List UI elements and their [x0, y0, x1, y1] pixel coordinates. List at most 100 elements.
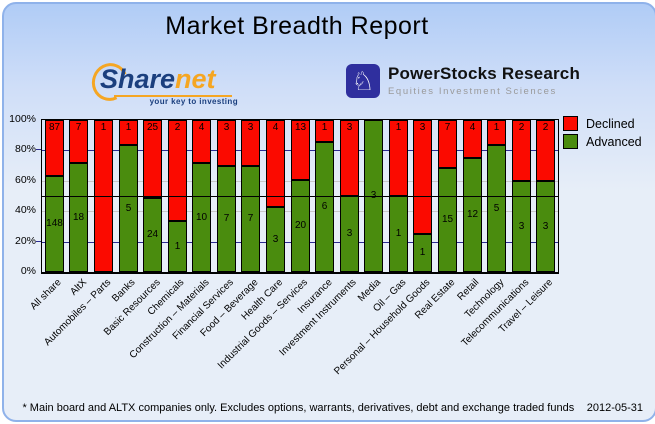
legend-item-declined: Declined — [563, 116, 642, 131]
advanced-value-label: 10 — [195, 211, 208, 223]
bar-basic-resources: 25 24 — [143, 120, 162, 272]
declined-segment — [315, 120, 334, 142]
advanced-value-label: 7 — [247, 213, 254, 224]
declined-value-label: 7 — [444, 122, 451, 133]
declined-segment — [389, 120, 408, 196]
advanced-segment — [315, 142, 334, 272]
advanced-value-label: 3 — [346, 228, 353, 239]
declined-value-label: 87 — [48, 122, 61, 133]
declined-value-label: 1 — [395, 122, 402, 133]
market-breadth-chart: 87 148 7 18 1 1 5 25 24 2 1 4 10 3 7 3 7 4 3 13 20 1 6 3 3 3 1 1 3 1 7… — [4, 4, 655, 420]
legend-label-advanced: Advanced — [586, 134, 642, 149]
declined-segment — [217, 120, 236, 166]
advanced-segment — [143, 198, 162, 272]
declined-segment — [536, 120, 555, 181]
declined-value-label: 1 — [493, 122, 500, 133]
advanced-value-label: 3 — [272, 233, 279, 245]
bar-construction-materials: 4 10 — [192, 120, 211, 272]
plot-area: 87 148 7 18 1 1 5 25 24 2 1 4 10 3 7 3 7 4 3 13 20 1 6 3 3 3 1 1 3 1 7… — [41, 119, 559, 274]
advanced-segment — [438, 168, 457, 272]
bar-altx: 7 18 — [69, 120, 88, 272]
declined-segment — [266, 120, 285, 207]
footer-note: * Main board and ALTX companies only. Ex… — [22, 402, 575, 414]
y-axis-label: 60% — [14, 173, 36, 186]
advanced-segment — [241, 166, 260, 272]
y-axis-label: 80% — [14, 143, 36, 156]
sharenet-underline — [114, 95, 232, 97]
declined-value-label: 4 — [272, 122, 279, 133]
footer-date: 2012-05-31 — [586, 402, 643, 414]
powerstocks-logo: ♘ PowerStocks Research Equities Investme… — [346, 64, 580, 104]
y-axis-label: 40% — [14, 204, 36, 217]
advanced-value-label: 6 — [321, 201, 328, 212]
legend-label-declined: Declined — [586, 116, 635, 131]
bar-media: 3 — [364, 120, 383, 272]
bar-real-estate: 7 15 — [438, 120, 457, 272]
y-axis-tick — [36, 240, 41, 242]
advanced-value-label: 1 — [419, 247, 426, 258]
declined-segment — [291, 120, 310, 180]
declined-value-label: 3 — [223, 122, 230, 133]
bar-retail: 4 12 — [463, 120, 482, 272]
footer: * Main board and ALTX companies only. Ex… — [4, 402, 655, 414]
powerstocks-wordmark: PowerStocks Research — [388, 64, 581, 83]
legend: Declined Advanced — [563, 116, 642, 152]
declined-value-label: 25 — [146, 122, 159, 133]
advanced-segment — [119, 145, 138, 272]
legend-item-advanced: Advanced — [563, 134, 642, 149]
advanced-segment — [168, 221, 187, 272]
sharenet-tagline: your key to investing — [149, 97, 238, 106]
declined-value-label: 2 — [518, 122, 525, 133]
declined-value-label: 2 — [542, 122, 549, 133]
declined-value-label: 1 — [321, 122, 328, 133]
declined-segment — [487, 120, 506, 145]
advanced-segment — [512, 181, 531, 272]
reference-line-50 — [42, 196, 558, 197]
declined-value-label: 1 — [100, 122, 107, 133]
advanced-segment — [291, 180, 310, 272]
sharenet-wordmark: Sharenet — [100, 62, 216, 96]
declined-value-label: 7 — [75, 122, 82, 133]
bar-all-share: 87 148 — [45, 120, 64, 272]
declined-segment — [413, 120, 432, 234]
declined-value-label: 13 — [294, 122, 307, 133]
declined-segment — [512, 120, 531, 181]
advanced-value-label: 5 — [125, 202, 132, 214]
advanced-segment — [463, 158, 482, 272]
declined-segment — [463, 120, 482, 158]
declined-value-label: 1 — [125, 122, 132, 133]
y-axis-label: 20% — [14, 234, 36, 247]
declined-segment — [192, 120, 211, 163]
page-title: Market Breadth Report — [165, 12, 429, 40]
sharenet-word-net: net — [175, 64, 216, 94]
legend-swatch-declined — [563, 116, 578, 131]
declined-value-label: 3 — [247, 122, 254, 133]
advanced-value-label: 24 — [146, 229, 159, 240]
advanced-segment — [45, 176, 64, 272]
advanced-value-label: 20 — [294, 220, 307, 231]
declined-value-label: 3 — [419, 122, 426, 133]
advanced-value-label: 18 — [72, 211, 85, 223]
declined-segment — [143, 120, 162, 198]
declined-segment — [119, 120, 138, 145]
advanced-value-label: 1 — [174, 240, 181, 252]
declined-segment — [69, 120, 88, 163]
advanced-value-label: 12 — [466, 209, 479, 220]
powerstocks-tagline: Equities Investment Sciences — [388, 86, 557, 97]
advanced-value-label: 7 — [223, 213, 230, 224]
declined-segment — [168, 120, 187, 221]
bar-industrial-goods-services: 13 20 — [291, 120, 310, 272]
declined-segment — [241, 120, 260, 166]
y-axis-tick — [36, 149, 41, 151]
sharenet-logo: Sharenet your key to investing — [86, 57, 252, 107]
advanced-value-label: 3 — [518, 220, 525, 232]
